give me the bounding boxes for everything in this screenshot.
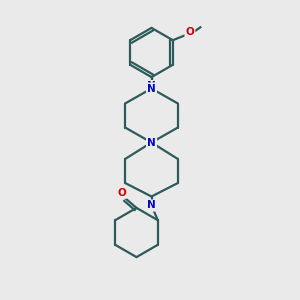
Text: N: N (147, 137, 156, 148)
Text: N: N (147, 200, 156, 211)
Text: O: O (117, 188, 126, 198)
Text: N: N (147, 83, 156, 94)
Text: N: N (147, 81, 156, 91)
Text: N: N (147, 137, 156, 148)
Text: O: O (185, 27, 194, 37)
